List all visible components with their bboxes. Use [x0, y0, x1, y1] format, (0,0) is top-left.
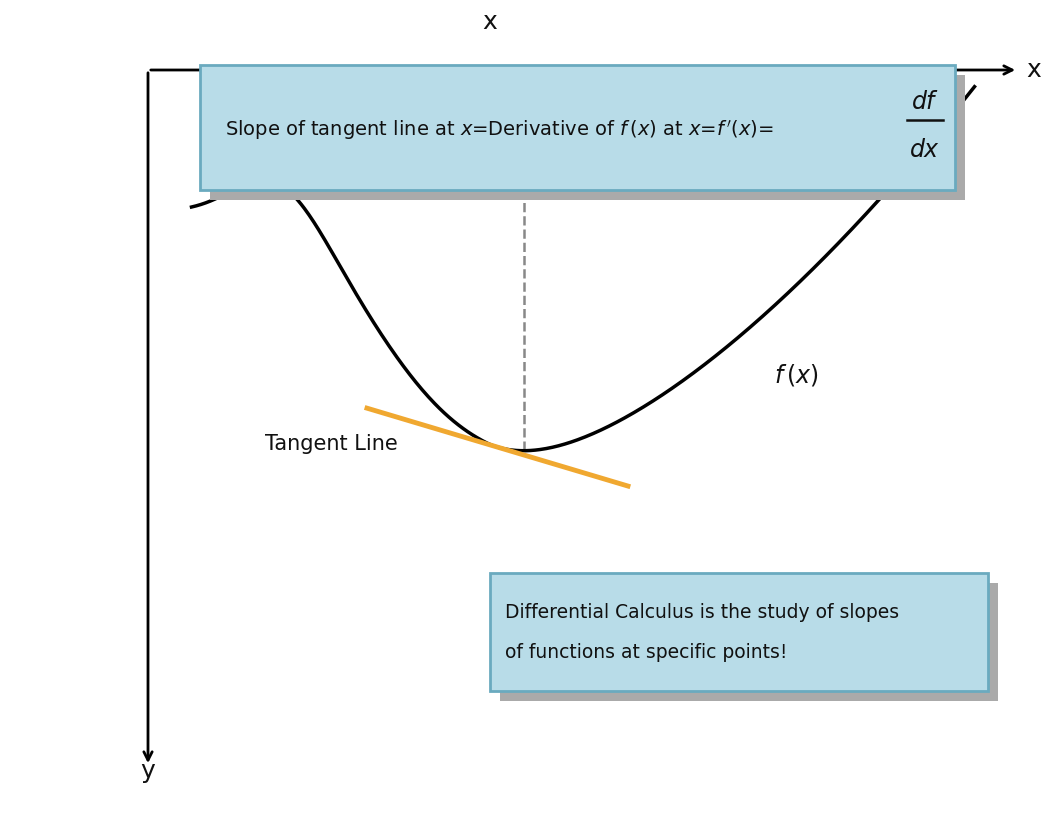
Text: Slope of tangent line at $x$=Derivative of $f\,(x)$ at $x$=$f\,'(x)$=: Slope of tangent line at $x$=Derivative … [225, 118, 774, 142]
Bar [490, 573, 988, 691]
Text: Tangent Line: Tangent Line [265, 434, 398, 454]
Bar [499, 583, 998, 701]
Text: $dx$: $dx$ [909, 138, 941, 162]
Text: $df$: $df$ [911, 90, 939, 114]
Text: x: x [483, 10, 497, 34]
Text: x: x [1026, 58, 1041, 82]
Bar [200, 65, 955, 190]
Text: Differential Calculus is the study of slopes: Differential Calculus is the study of sl… [505, 602, 899, 622]
Text: $f\,(x)$: $f\,(x)$ [774, 361, 818, 388]
Text: of functions at specific points!: of functions at specific points! [505, 642, 788, 662]
Bar [210, 75, 965, 200]
Text: y: y [140, 760, 155, 783]
